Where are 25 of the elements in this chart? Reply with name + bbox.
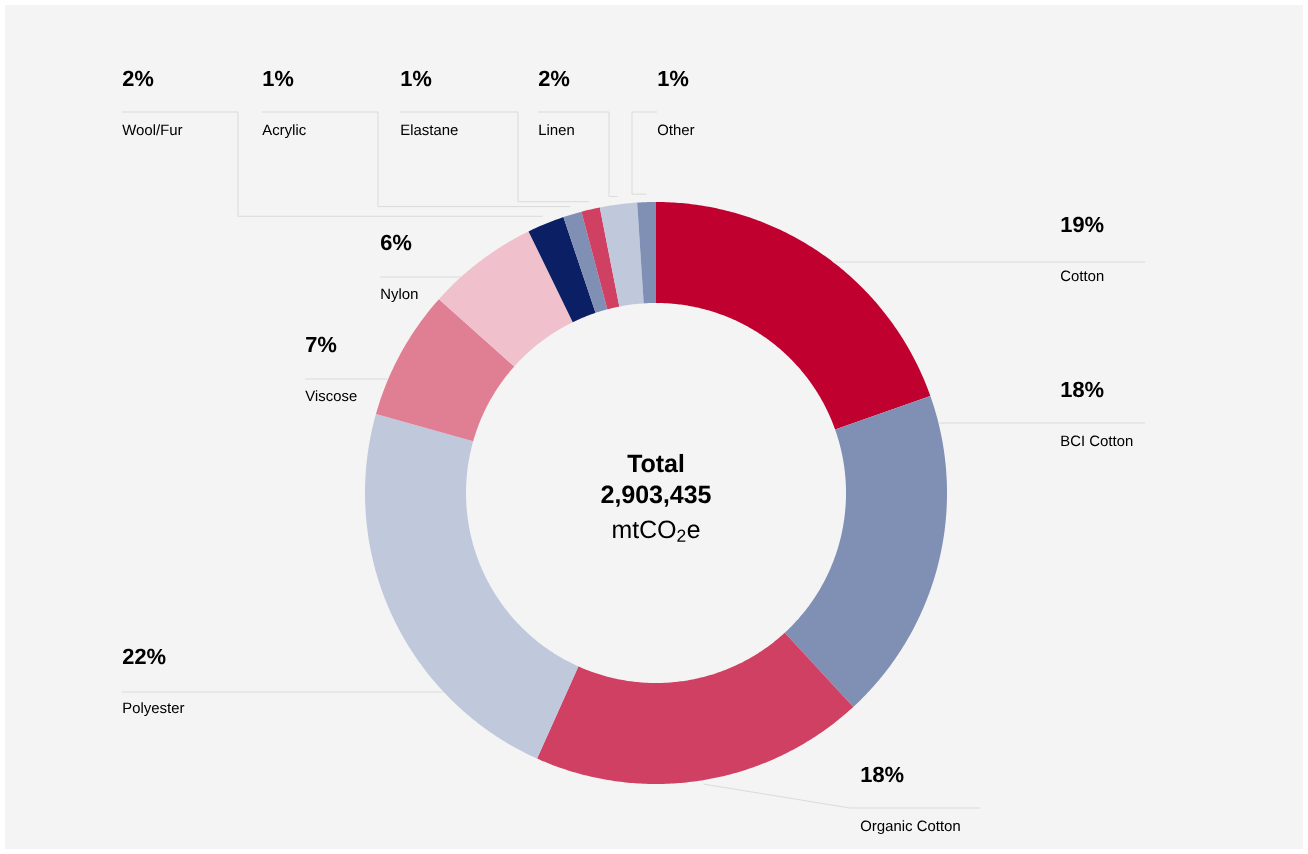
slice-label: BCI Cotton — [1061, 435, 1133, 447]
slice-label: Elastane — [401, 124, 458, 136]
data-label: 22% — [122, 648, 166, 665]
data-label: 19% — [1061, 216, 1104, 233]
data-label: 18% — [861, 766, 904, 783]
data-label: 1% — [658, 70, 689, 87]
text: Total — [627, 453, 684, 473]
data-label: 7% — [306, 336, 337, 353]
slice-label: Viscose — [305, 390, 357, 402]
slice-label: Polyester — [123, 702, 185, 717]
slice-label: Linen — [539, 124, 574, 136]
text: mtCO$_{2}$e — [613, 520, 700, 542]
data-label: 6% — [381, 234, 412, 251]
slice-label: Wool/Fur — [122, 124, 183, 136]
data-label: 18% — [1061, 381, 1104, 398]
data-label: 1% — [401, 70, 432, 87]
slice-label: Other — [657, 124, 695, 136]
slice-label: Organic Cotton — [860, 820, 960, 835]
slice-label: Cotton — [1060, 270, 1104, 282]
slice-label: Acrylic — [262, 124, 306, 139]
data-label: 2% — [122, 70, 154, 87]
data-label: 2% — [538, 70, 570, 87]
slice-label: Nylon — [381, 288, 418, 303]
data-label: 1% — [263, 70, 294, 87]
text: 2,903,435 — [601, 485, 711, 507]
